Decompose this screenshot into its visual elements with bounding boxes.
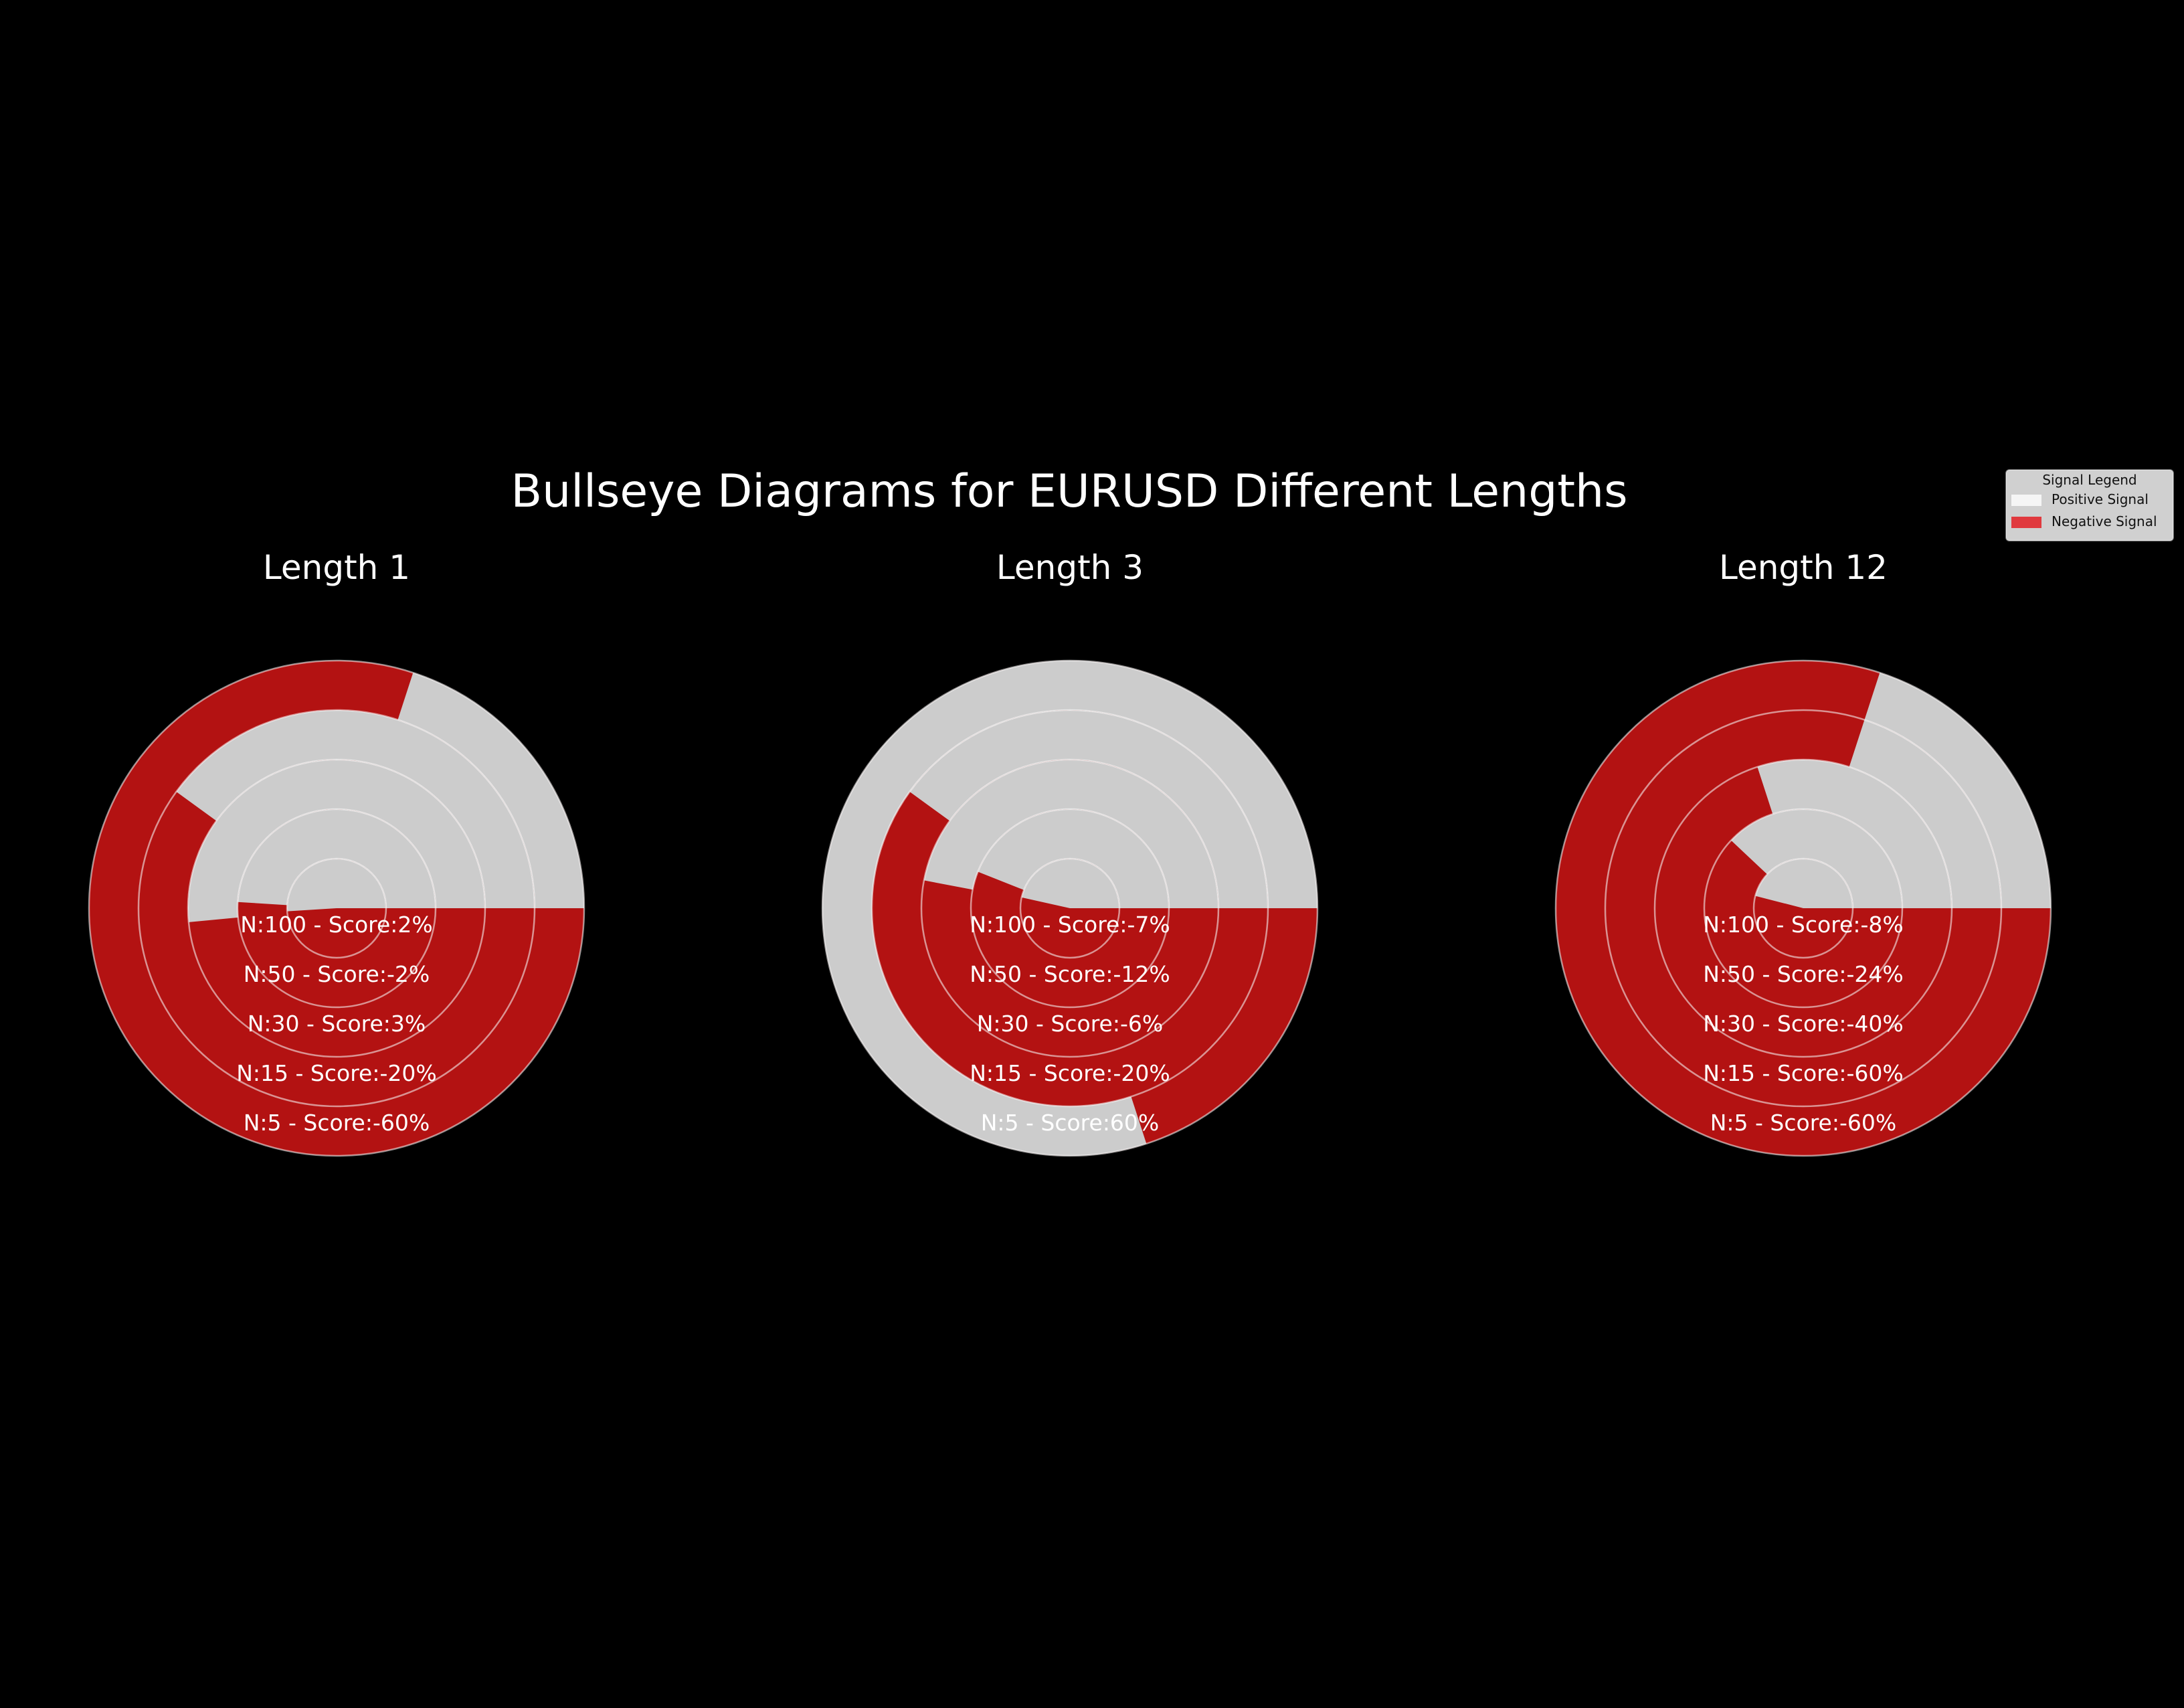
ring-boundary	[236, 808, 437, 1009]
ring-boundary	[1604, 709, 2003, 1108]
ring-boundary	[920, 758, 1220, 1058]
bullseye-panels: Length 1 N:100 - Score:2% N:50 - Score:-2%…	[88, 548, 2052, 1157]
ring-score-label: N:100 - Score:-8%	[1703, 912, 1903, 938]
ring-boundary	[970, 808, 1170, 1009]
panel-title: Length 3	[996, 548, 1144, 587]
bullseye-panel: Length 1 N:100 - Score:2% N:50 - Score:-2%…	[88, 548, 585, 1157]
legend-swatch-positive	[2011, 495, 2041, 506]
ring-positive-wedge	[1864, 673, 2051, 908]
ring-boundary	[1752, 857, 1854, 959]
legend-label: Negative Signal	[2052, 513, 2157, 529]
ring-positive-wedge	[188, 760, 485, 922]
ring-boundary	[137, 709, 536, 1108]
panel-title: Length 12	[1719, 548, 1888, 587]
legend-title: Signal Legend	[2042, 472, 2136, 488]
legend-label: Positive Signal	[2052, 491, 2149, 507]
ring-score-label: N:5 - Score:-60%	[1710, 1110, 1897, 1136]
ring-score-label: N:50 - Score:-24%	[1703, 961, 1903, 987]
ring-score-label: N:15 - Score:-20%	[970, 1060, 1170, 1086]
ring-boundary	[821, 659, 1319, 1157]
ring-boundary	[1703, 808, 1904, 1009]
panel-title: Length 1	[263, 548, 410, 587]
ring-positive-wedge	[176, 710, 535, 908]
ring-score-label: N:5 - Score:60%	[981, 1110, 1160, 1136]
ring-positive-wedge	[909, 710, 1268, 908]
ring-score-label: N:30 - Score:-40%	[1703, 1011, 1903, 1037]
chart-title: Bullseye Diagrams for EURUSD Different L…	[511, 465, 1627, 518]
ring-positive-wedge	[238, 809, 436, 908]
ring-score-label: N:5 - Score:-60%	[244, 1110, 430, 1136]
ring-score-label: N:30 - Score:-6%	[977, 1011, 1164, 1037]
ring-boundary	[187, 758, 486, 1058]
ring-positive-wedge	[287, 859, 386, 912]
ring-score-label: N:100 - Score:-7%	[970, 912, 1170, 938]
ring-boundary	[1019, 857, 1121, 959]
ring-score-label: N:15 - Score:-20%	[236, 1060, 436, 1086]
ring-score-label: N:100 - Score:2%	[240, 912, 433, 938]
bullseye-panel: Length 3 N:100 - Score:-7% N:50 - Score:-1…	[821, 548, 1319, 1157]
ring-positive-wedge	[1755, 859, 1853, 908]
ring-score-label: N:50 - Score:-12%	[970, 961, 1170, 987]
ring-score-label: N:50 - Score:-2%	[244, 961, 430, 987]
signal-legend: Signal Legend Positive Signal Negative Sig…	[2005, 469, 2174, 541]
legend-swatch-negative	[2011, 517, 2041, 528]
legend-box	[2005, 469, 2174, 541]
ring-boundary	[286, 857, 387, 959]
ring-positive-wedge	[397, 673, 584, 908]
ring-score-label: N:15 - Score:-60%	[1703, 1060, 1903, 1086]
ring-positive-wedge	[923, 760, 1218, 908]
ring-boundary	[871, 709, 1269, 1108]
ring-positive-wedge	[1731, 808, 1902, 908]
ring-score-label: N:30 - Score:3%	[248, 1011, 426, 1037]
ring-positive-wedge	[1021, 858, 1119, 908]
ring-boundary	[1653, 758, 1953, 1058]
ring-positive-wedge	[1757, 760, 1952, 908]
ring-boundary	[88, 659, 585, 1157]
ring-boundary	[1554, 659, 2052, 1157]
bullseye-panel: Length 12 N:100 - Score:-8% N:50 - Score:-…	[1554, 548, 2052, 1157]
ring-positive-wedge	[1849, 719, 2001, 908]
